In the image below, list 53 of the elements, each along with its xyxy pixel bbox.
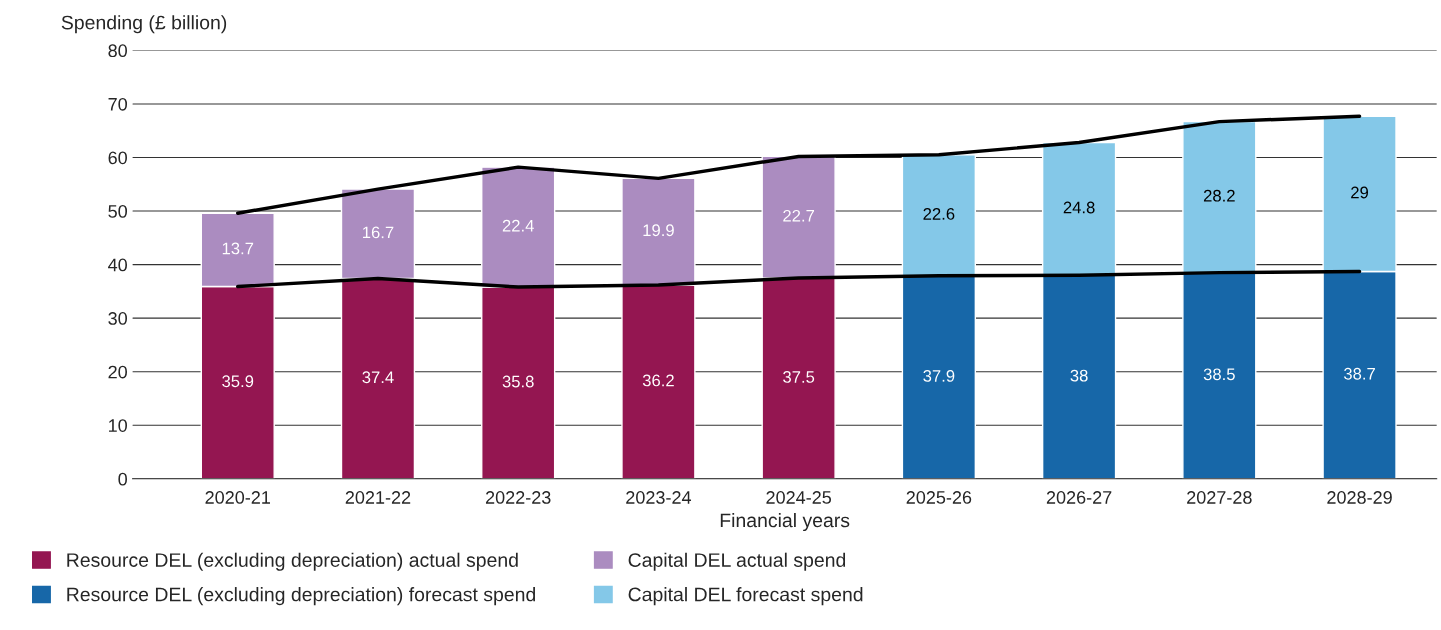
x-tick-label: 2023-24	[626, 491, 692, 504]
bar	[1041, 274, 1117, 479]
bar	[901, 154, 977, 277]
bar	[340, 188, 416, 280]
y-tick-label: 60	[108, 151, 128, 165]
data-label: 24.8	[1063, 201, 1095, 214]
bar	[340, 277, 416, 479]
data-label: 22.4	[502, 219, 534, 232]
bar	[761, 277, 836, 479]
y-tick-label: 40	[108, 258, 128, 272]
x-tick-label: 2021-22	[345, 491, 411, 504]
data-label: 37.5	[783, 371, 815, 383]
x-tick-label: 2026-27	[1046, 491, 1112, 504]
bar	[1182, 271, 1257, 479]
y-tick-label: 70	[108, 97, 128, 111]
data-label: 35.8	[502, 375, 534, 388]
x-axis-title: Financial years	[720, 512, 850, 532]
data-label: 35.9	[222, 375, 254, 388]
data-label: 19.9	[643, 224, 674, 237]
y-tick-label: 50	[108, 204, 128, 218]
x-tick-label: 2027-28	[1187, 491, 1252, 504]
legend-label: Capital DEL actual spend	[628, 552, 846, 571]
y-tick-label: 10	[109, 419, 128, 432]
data-label: 16.7	[363, 226, 394, 239]
y-tick-label: 20	[108, 365, 128, 379]
x-tick-label: 2020-21	[205, 491, 270, 504]
legend-label: Resource DEL (excluding depreciation) forecast spend	[67, 587, 536, 606]
bar	[1041, 141, 1117, 277]
x-tick-label: 2025-26	[906, 491, 972, 504]
y-tick-label: 80	[108, 44, 128, 58]
x-tick-label: 2028-29	[1327, 491, 1392, 504]
line-series	[236, 269, 1362, 289]
bar	[1182, 120, 1257, 274]
y-axis-title: Spending (£ billion)	[61, 15, 227, 34]
data-label: 29	[1351, 186, 1369, 199]
bar	[901, 275, 977, 479]
legend-label: Resource DEL (excluding depreciation) actual spend	[67, 552, 518, 571]
legend-label: Capital DEL forecast spend	[628, 587, 863, 606]
data-label: 22.6	[923, 208, 955, 220]
data-label: 37.9	[923, 369, 955, 382]
bar	[761, 155, 836, 279]
y-tick-label: 30	[108, 312, 128, 325]
data-label: 38.5	[1203, 368, 1235, 381]
data-label: 37.4	[362, 371, 394, 384]
data-label: 22.7	[783, 209, 815, 222]
data-label: 36.2	[642, 374, 674, 387]
y-tick-label: 0	[118, 472, 128, 486]
data-label: 13.7	[222, 242, 254, 255]
x-tick-label: 2022-23	[485, 491, 551, 504]
x-tick-label: 2024-25	[766, 491, 832, 504]
data-label: 38.7	[1343, 367, 1375, 380]
data-label: 28.2	[1203, 189, 1235, 202]
data-label: 38	[1070, 369, 1088, 382]
